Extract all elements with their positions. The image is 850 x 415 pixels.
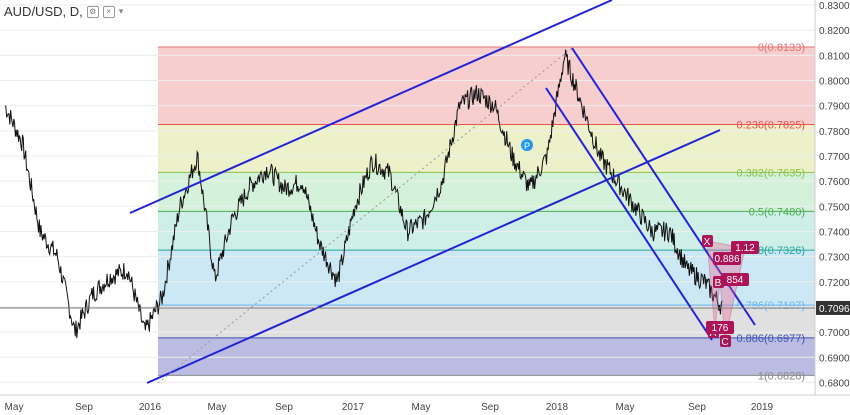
time-tick-label: Sep [275, 402, 293, 413]
time-tick-label: Sep [75, 402, 93, 413]
price-tick-label: 0.7700 [819, 152, 850, 163]
fib-trend-line [157, 47, 573, 384]
price-tick-label: 0.6800 [819, 378, 850, 389]
price-tick-label: 0.7200 [819, 278, 850, 289]
price-tick-label: 0.7500 [819, 202, 850, 213]
channel-lower-line [146, 129, 721, 384]
fib-level-label: 0.236(0.7825) [737, 120, 806, 132]
chart-legend: AUD/USD, D, ⚙ × ▾ [4, 4, 123, 19]
price-tick-label: 0.8100 [819, 51, 850, 62]
pattern-point-C [720, 335, 731, 347]
price-series-line [4, 49, 723, 339]
marker-p-label: P [524, 141, 530, 151]
pattern-point-label: B [715, 278, 722, 289]
price-tick-label: 0.7600 [819, 177, 850, 188]
time-tick-label: May [412, 402, 431, 413]
fib-level-label: 0.786(0.7107) [737, 300, 806, 312]
pattern-ratio-label: 176 [712, 323, 729, 334]
price-tick-label: 0.8200 [819, 26, 850, 37]
down-channel-lower-line [545, 87, 713, 341]
fib-level-label: 0.886(0.6977) [737, 333, 806, 345]
fib-level-label: 0.5(0.7480) [749, 206, 805, 218]
dropdown-triangle-icon[interactable]: ▾ [118, 6, 124, 16]
current-price-tag [816, 300, 850, 315]
time-tick-label: 2017 [342, 402, 365, 413]
time-tick-label: Sep [481, 402, 499, 413]
fib-band [158, 172, 815, 212]
price-tick-label: 0.7400 [819, 227, 850, 238]
time-tick-label: May [616, 402, 635, 413]
time-tick-label: May [5, 402, 24, 413]
time-tick-label: Sep [688, 402, 706, 413]
price-axis [815, 0, 850, 415]
fib-level-label: 1(0.6828) [758, 370, 805, 382]
settings-icon[interactable]: ⚙ [86, 5, 99, 18]
fib-level-label: 0(0.8133) [758, 42, 805, 54]
channel-upper-line [129, 0, 613, 214]
pattern-ratio-box [706, 321, 734, 334]
pattern-point-label: X [704, 237, 711, 248]
price-tick-label: 0.8300 [819, 1, 850, 12]
time-tick-label: May [208, 402, 227, 413]
close-icon[interactable]: × [102, 5, 115, 18]
marker-p [521, 139, 533, 151]
current-price-label: 0.7096 [819, 304, 850, 315]
price-tick-label: 0.7800 [819, 127, 850, 138]
pattern-ratio-box [721, 273, 749, 286]
pattern-ratio-box [713, 252, 741, 265]
fib-band [158, 124, 815, 173]
fib-band [158, 47, 815, 125]
price-tick-label: 0.6900 [819, 353, 850, 364]
time-tick-label: 2016 [139, 402, 162, 413]
price-tick-label: 0.7300 [819, 253, 850, 264]
fib-level-label: 0.382(0.7635) [737, 167, 806, 179]
price-tick-label: 0.7000 [819, 328, 850, 339]
price-tick-label: 0.7900 [819, 102, 850, 113]
pattern-point-X [702, 235, 713, 247]
symbol-title: AUD/USD, D, [4, 4, 83, 19]
fib-band [158, 337, 815, 376]
time-tick-label: 2018 [546, 402, 569, 413]
pattern-point-label: C [721, 337, 728, 348]
pattern-ratio-label: 1.12 [735, 243, 755, 254]
price-tick-label: 0.8000 [819, 77, 850, 88]
pattern-ratio-box [731, 241, 759, 254]
pattern-ratio-label: 854 [727, 275, 744, 286]
pattern-ratio-label: 0.886 [714, 254, 739, 265]
time-tick-label: 2019 [751, 402, 774, 413]
